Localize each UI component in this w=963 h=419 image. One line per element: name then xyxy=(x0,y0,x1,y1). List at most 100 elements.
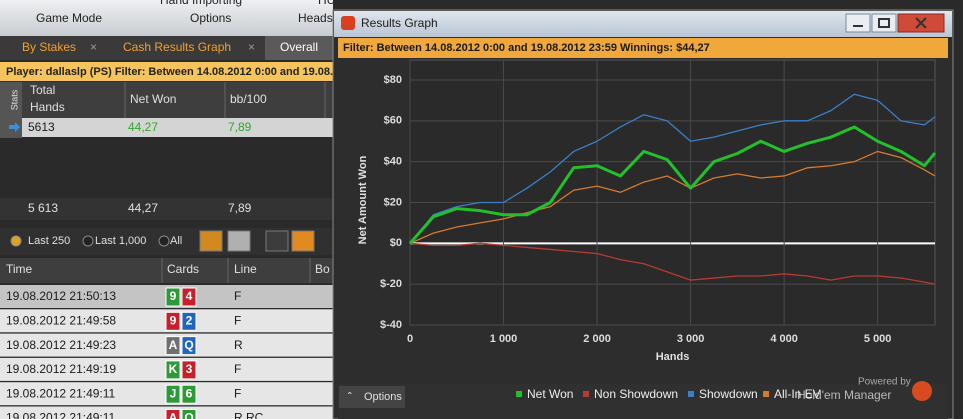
toolbar-item[interactable]: Refresh xyxy=(596,0,638,7)
card-rank: 3 xyxy=(186,362,193,376)
x-axis-title: Hands xyxy=(656,351,690,363)
card-rank: K xyxy=(169,362,178,376)
card xyxy=(165,360,181,380)
player-bar xyxy=(0,62,333,81)
card xyxy=(165,287,181,307)
stats-label: Stats xyxy=(9,89,19,110)
tab[interactable]: Cash Results Graph xyxy=(123,40,231,54)
card-rank: 6 xyxy=(186,386,193,400)
card-rank: J xyxy=(170,386,177,400)
toolbar-item[interactable]: Game Type ▾ xyxy=(500,0,571,7)
hand-time: 19.08.2012 21:49:11 xyxy=(6,411,116,419)
radio[interactable] xyxy=(10,235,22,247)
toolbar xyxy=(0,0,333,36)
hand-line: F xyxy=(234,386,241,400)
radio-label[interactable]: Last 250 xyxy=(28,235,70,247)
toolbar-item[interactable]: Options xyxy=(190,11,231,25)
series-line xyxy=(409,242,936,285)
stats-total: 7,89 xyxy=(228,201,252,215)
player-line: Player: dallaslp (PS) Filter: Between 14… xyxy=(6,66,389,78)
x-tick-label: 5 000 xyxy=(864,333,892,345)
card-rank: 9 xyxy=(170,289,177,303)
hand-line: R xyxy=(234,338,243,352)
filter-strip xyxy=(338,38,948,58)
toolbar-item[interactable]: HUD Options xyxy=(318,0,389,7)
tab[interactable]: By Stakes xyxy=(22,40,76,54)
options-caret: ⌃ xyxy=(346,390,354,400)
card-rank: 2 xyxy=(186,313,193,327)
legend-swatch xyxy=(583,391,589,397)
maximize-button[interactable] xyxy=(871,13,897,33)
window-glyphs xyxy=(853,17,927,29)
filter-text: Filter: Between 14.08.2012 0:00 and 19.0… xyxy=(343,42,710,54)
hand-line: F xyxy=(234,313,241,327)
x-tick-label: 2 000 xyxy=(583,333,611,345)
app-icon xyxy=(341,16,355,30)
series-line xyxy=(408,125,937,245)
legend-label: All-In EV xyxy=(774,387,821,401)
x-tick-label: 4 000 xyxy=(770,333,798,345)
stats-cell: 7,89 xyxy=(228,120,252,134)
card xyxy=(165,311,181,331)
toolbar-item[interactable]: Game Mode xyxy=(36,11,102,25)
options-button[interactable] xyxy=(339,386,405,408)
stats-row xyxy=(22,118,333,137)
radio[interactable] xyxy=(158,235,170,247)
tab[interactable]: Overall xyxy=(280,40,318,54)
toolbar-item[interactable]: Hand Importing xyxy=(160,0,242,7)
stats-header: Net Won xyxy=(130,92,176,106)
toolbar-item[interactable]: Heads xyxy=(298,11,333,25)
card-rank: 9 xyxy=(170,313,177,327)
radio[interactable] xyxy=(82,235,94,247)
card-rank: Q xyxy=(184,338,193,352)
stats-totals xyxy=(0,198,333,220)
hand-time: 19.08.2012 21:49:19 xyxy=(6,362,116,376)
card xyxy=(181,384,197,404)
graph-window: Results Graph Filter: Between 14.08.2012… xyxy=(332,9,954,419)
hand-time: 19.08.2012 21:49:58 xyxy=(6,313,116,327)
plot-area xyxy=(409,59,936,326)
legend-swatch xyxy=(763,391,769,397)
row-arrow xyxy=(9,122,20,132)
hands-header xyxy=(0,258,333,283)
toolbar-icon[interactable] xyxy=(291,230,315,252)
minimize-button[interactable] xyxy=(845,13,871,33)
y-tick-label: $40 xyxy=(384,156,402,168)
tab-close[interactable]: × xyxy=(90,40,97,54)
toolbar-item[interactable]: Reports ▾ xyxy=(411,0,462,7)
bottom-bar xyxy=(338,384,948,419)
radio-label[interactable]: Last 1,000 xyxy=(95,235,146,247)
card xyxy=(181,336,197,356)
series-line xyxy=(409,150,936,244)
legend-label: Non Showdown xyxy=(594,387,678,401)
toolbar-icon[interactable] xyxy=(199,230,223,252)
card xyxy=(181,360,197,380)
y-tick-label: $80 xyxy=(384,74,402,86)
window-title: Results Graph xyxy=(361,16,438,30)
hand-time: 19.08.2012 21:50:13 xyxy=(6,289,116,303)
stats-total: 5 613 xyxy=(28,201,58,215)
card xyxy=(165,384,181,404)
hand-time: 19.08.2012 21:49:11 xyxy=(6,386,116,400)
radio-label[interactable]: All xyxy=(170,235,182,247)
hand-line: F xyxy=(234,289,241,303)
y-tick-label: $-40 xyxy=(380,319,402,331)
y-axis-title: Net Amount Won xyxy=(357,155,369,244)
hands-header: Time xyxy=(6,262,33,276)
toolbar-icon[interactable] xyxy=(227,230,251,252)
stats-total: 44,27 xyxy=(128,201,158,215)
tab-close[interactable]: × xyxy=(248,40,255,54)
y-tick-label: $0 xyxy=(390,237,402,249)
toolbar-icon[interactable] xyxy=(265,230,289,252)
hand-line: F xyxy=(234,362,241,376)
options-label[interactable]: Options xyxy=(364,391,402,403)
series-line xyxy=(409,93,936,244)
y-tick-label: $60 xyxy=(384,115,402,127)
hand-time: 19.08.2012 21:49:23 xyxy=(6,338,116,352)
card-rank: A xyxy=(169,411,178,419)
x-tick-label: 0 xyxy=(407,333,413,345)
x-tick-label: 3 000 xyxy=(677,333,705,345)
